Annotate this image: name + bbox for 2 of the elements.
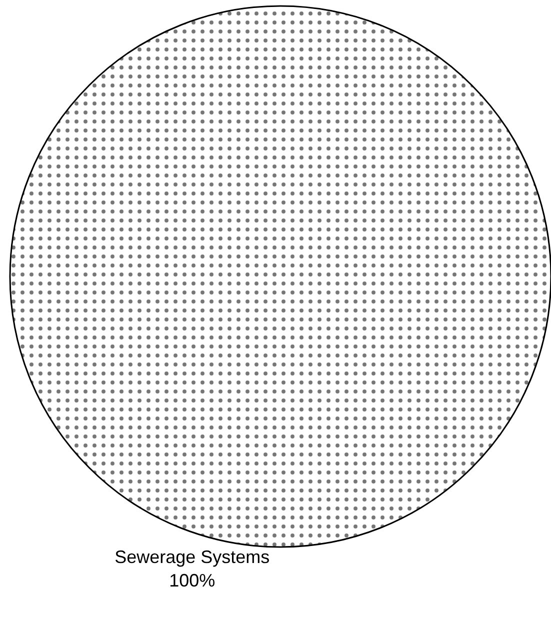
slice-label: Sewerage Systems [114, 547, 270, 567]
data-label: 100% [169, 570, 216, 590]
